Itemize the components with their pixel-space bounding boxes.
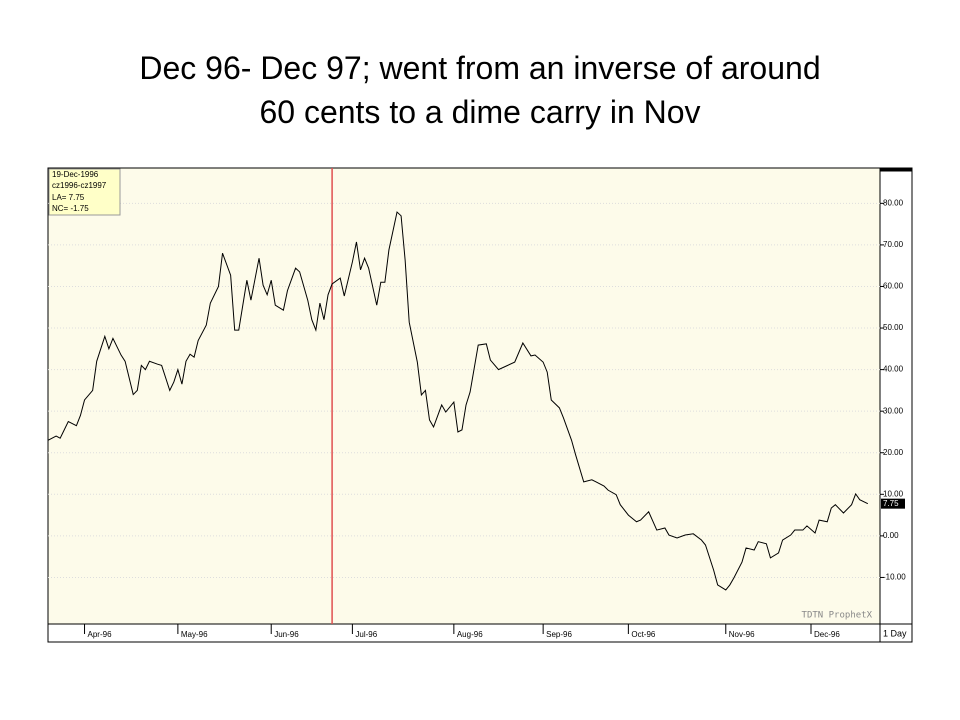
- info-line: LA= 7.75: [52, 193, 85, 202]
- y-tick-label: 40.00: [883, 365, 904, 374]
- last-value-box: [881, 498, 905, 509]
- x-tick-label: Oct-96: [631, 630, 656, 639]
- watermark: TDTN ProphetX: [802, 611, 873, 621]
- x-tick-label: Apr-96: [88, 630, 113, 639]
- y-tick-label: 80.00: [883, 198, 904, 207]
- y-tick-label: 0.00: [883, 531, 899, 540]
- info-box: [48, 168, 121, 216]
- y-tick-label: 60.00: [883, 282, 904, 291]
- plot-area: [47, 167, 881, 625]
- period-label: 1 Day: [883, 628, 907, 638]
- info-line: cz1996-cz1997: [52, 181, 107, 190]
- x-tick-label: Sep-96: [546, 630, 572, 639]
- y-tick-label: 30.00: [883, 406, 904, 415]
- info-line: NC= -1.75: [52, 204, 89, 213]
- x-tick-label: May-96: [181, 630, 208, 639]
- y-tick-label: -10.00: [883, 573, 906, 582]
- period-box: [879, 623, 913, 643]
- y-tick-label: 20.00: [883, 448, 904, 457]
- info-line: 19-Dec-1996: [52, 170, 99, 179]
- y-axis-strip: [879, 167, 913, 625]
- x-tick-label: Aug-96: [457, 630, 483, 639]
- y-tick-label: 70.00: [883, 240, 904, 249]
- series-line: [47, 211, 869, 591]
- title-line: 60 cents to a dime carry in Nov: [259, 94, 700, 130]
- x-tick-label: Jun-96: [274, 630, 299, 639]
- title-line: Dec 96- Dec 97; went from an inverse of …: [139, 50, 820, 86]
- x-tick-label: Nov-96: [729, 630, 755, 639]
- y-tick-label: 50.00: [883, 323, 904, 332]
- last-value-label: 7.75: [883, 499, 899, 508]
- y-tick-label: 10.00: [883, 489, 904, 498]
- x-tick-label: Dec-96: [814, 630, 840, 639]
- x-tick-label: Jul-96: [355, 630, 377, 639]
